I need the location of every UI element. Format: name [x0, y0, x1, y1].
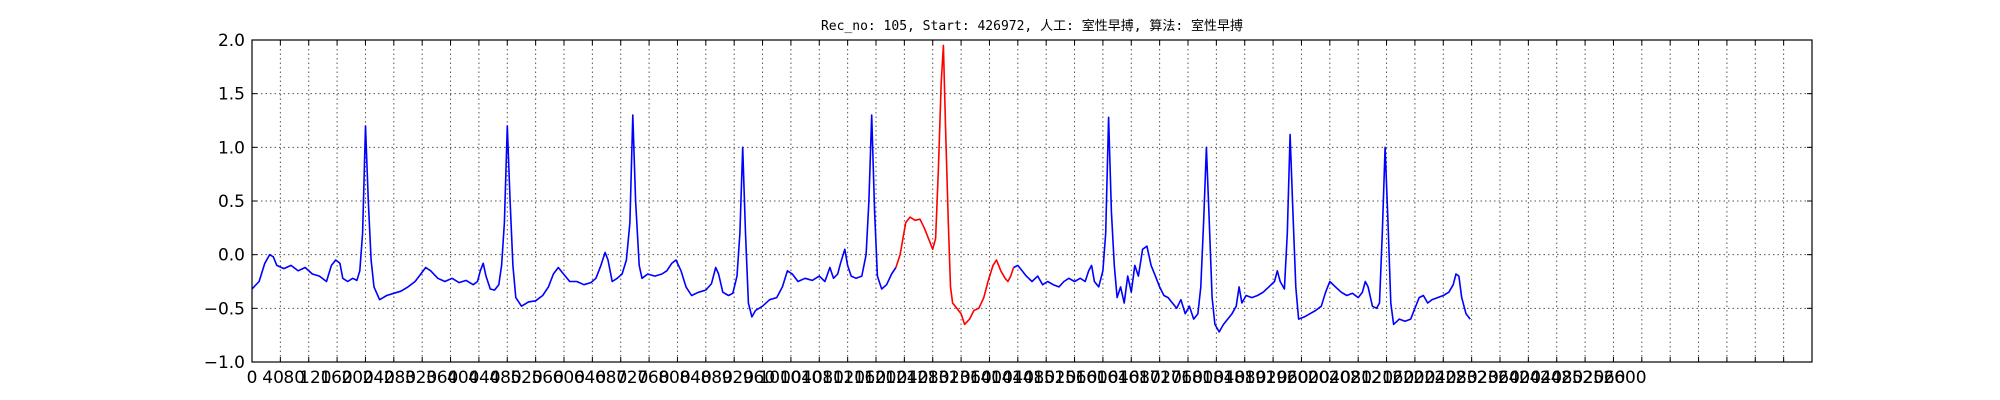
x-tick-label: 2240 [1413, 368, 1456, 388]
y-tick-label: 0.5 [218, 192, 245, 212]
x-tick-label: 520 [510, 368, 542, 388]
x-tick-label: 2600 [1603, 368, 1646, 388]
x-tick-label: 1040 [780, 368, 823, 388]
x-tick-label: 320 [405, 368, 437, 388]
x-tick-label: 200 [341, 368, 373, 388]
x-tick-label: 360 [426, 368, 458, 388]
x-tick-label: 440 [468, 368, 500, 388]
x-tick-label: 2120 [1350, 368, 1393, 388]
x-tick-label: 400 [447, 368, 479, 388]
y-tick-label: 2.0 [218, 31, 245, 51]
x-tick-label: 480 [489, 368, 521, 388]
x-tick-label: 2000 [1287, 368, 1330, 388]
y-gridlines [252, 93, 1812, 309]
x-tick-label: 1920 [1244, 368, 1287, 388]
y-tick-label: 1.5 [218, 85, 245, 105]
x-tick-label: 2520 [1561, 368, 1604, 388]
x-tick-label: 2160 [1371, 368, 1414, 388]
x-tick-label: 1720 [1139, 368, 1182, 388]
x-tick-label: 120 [299, 368, 331, 388]
x-tick-label: 1240 [885, 368, 928, 388]
x-tick-label: 1520 [1033, 368, 1076, 388]
x-tick-label: 560 [531, 368, 563, 388]
x-tick-label: 1280 [906, 368, 949, 388]
x-tick-label: 680 [595, 368, 627, 388]
x-tick-label: 160 [320, 368, 352, 388]
x-tick-label: 1080 [801, 368, 844, 388]
x-tick-label: 80 [283, 368, 305, 388]
x-tick-label: 1320 [927, 368, 970, 388]
y-axis-ticks: −1.0 −0.5 0.0 0.5 1.0 1.5 2.0 [204, 31, 1812, 373]
x-tick-label: 1840 [1202, 368, 1245, 388]
x-tick-label: 1760 [1160, 368, 1203, 388]
x-tick-label: 2080 [1329, 368, 1372, 388]
x-tick-label: 880 [700, 368, 732, 388]
ecg-series [251, 44, 1471, 333]
x-tick-label: 920 [722, 368, 754, 388]
x-tick-label: 2360 [1477, 368, 1520, 388]
x-tick-label: 1440 [991, 368, 1034, 388]
x-tick-label: 2040 [1308, 368, 1351, 388]
chart-title: Rec_no: 105, Start: 426972, 人工: 室性早搏, 算法… [821, 18, 1243, 34]
x-tick-label: 280 [384, 368, 416, 388]
x-tick-label: 640 [574, 368, 606, 388]
y-tick-label: −0.5 [204, 299, 245, 319]
x-tick-label: 1640 [1096, 368, 1139, 388]
x-tick-label: 2280 [1434, 368, 1477, 388]
x-tick-label: 1960 [1265, 368, 1308, 388]
x-tick-label: 1200 [864, 368, 907, 388]
x-tick-label: 800 [658, 368, 690, 388]
x-tick-label: 40 [262, 368, 284, 388]
x-tick-label: 1160 [843, 368, 886, 388]
x-tick-label: 2200 [1392, 368, 1435, 388]
ecg-line-after [1013, 116, 1471, 333]
x-tick-label: 840 [679, 368, 711, 388]
x-tick-label: 1120 [822, 368, 865, 388]
x-tick-label: 960 [743, 368, 775, 388]
x-tick-label: 760 [637, 368, 669, 388]
ecg-line-before [251, 114, 897, 318]
x-tick-label: 1480 [1012, 368, 1055, 388]
x-tick-label: 1680 [1118, 368, 1161, 388]
x-tick-label: 720 [616, 368, 648, 388]
x-tick-label: 240 [363, 368, 395, 388]
y-tick-label: 1.0 [218, 138, 245, 158]
x-tick-label: 2400 [1498, 368, 1541, 388]
x-tick-label: 1880 [1223, 368, 1266, 388]
x-tick-label: 1560 [1054, 368, 1097, 388]
x-tick-label: 2440 [1519, 368, 1562, 388]
x-tick-label: 2480 [1540, 368, 1583, 388]
x-tick-label: 2560 [1582, 368, 1625, 388]
x-tick-label: 1800 [1181, 368, 1224, 388]
y-tick-label: −1.0 [204, 353, 245, 373]
x-tick-label: 1360 [949, 368, 992, 388]
x-tick-label: 2320 [1456, 368, 1499, 388]
y-tick-label: 0.0 [218, 246, 245, 266]
x-tick-label: 600 [553, 368, 585, 388]
x-tick-label: 1600 [1075, 368, 1118, 388]
x-tick-label: 0 [247, 368, 258, 388]
ecg-line-ectopic [895, 44, 1015, 326]
x-axis-ticks: 0 40 8012016020024028032036040044048052056… [247, 40, 1813, 388]
x-tick-label: 1000 [758, 368, 801, 388]
x-tick-label: 1400 [970, 368, 1013, 388]
